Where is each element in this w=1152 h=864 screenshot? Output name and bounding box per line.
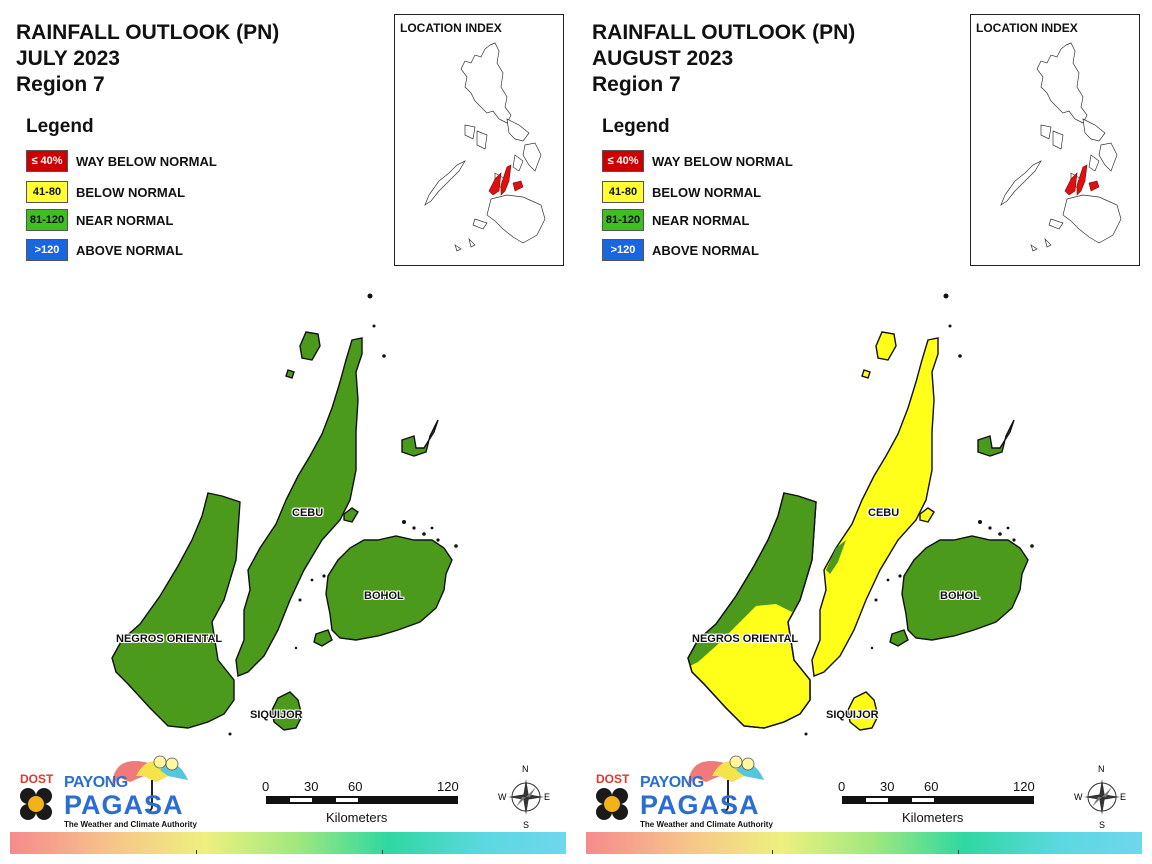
label-cebu: CEBU: [292, 507, 324, 519]
siquijor-shape: [847, 691, 879, 731]
region-7-map: [111, 293, 458, 736]
legend-swatch: 41-80: [602, 181, 644, 203]
scale-tick-120: 120: [437, 779, 459, 794]
logo-tagline: The Weather and Climate Authority: [640, 820, 773, 829]
cebu-shape: [811, 337, 939, 677]
negros-oriental-shape: [111, 492, 241, 729]
legend-swatch: ≤ 40%: [26, 150, 68, 172]
legend-label: BELOW NORMAL: [76, 185, 186, 200]
logo-tagline: The Weather and Climate Authority: [64, 820, 197, 829]
scale-unit: Kilometers: [326, 810, 388, 825]
legend-swatch: 81-120: [602, 209, 644, 231]
compass-w: W: [1074, 792, 1083, 802]
compass-rose-icon: N S E W: [498, 764, 550, 830]
umbrella-icon: [596, 755, 764, 820]
legend-label: NEAR NORMAL: [76, 213, 174, 228]
compass-n: N: [522, 764, 529, 774]
cebu-shape: [235, 337, 363, 677]
legend-label: WAY BELOW NORMAL: [76, 154, 217, 169]
legend-swatch: 81-120: [26, 209, 68, 231]
title-line-2: AUGUST 2023: [592, 47, 734, 70]
legend-label: BELOW NORMAL: [652, 185, 762, 200]
label-negros-oriental: NEGROS ORIENTAL: [116, 633, 223, 645]
legend-swatch: >120: [602, 239, 644, 261]
compass-n: N: [1098, 764, 1105, 774]
logo-pagasa: PAGASA: [640, 790, 760, 820]
panel-title: RAINFALL OUTLOOK (PN) JULY 2023 Region 7: [16, 20, 279, 98]
logo-payong: PAYONG: [64, 774, 128, 791]
legend-label: ABOVE NORMAL: [76, 243, 183, 258]
label-siquijor: SIQUIJOR: [826, 709, 879, 721]
compass-e: E: [1120, 792, 1127, 802]
panel-title: RAINFALL OUTLOOK (PN) AUGUST 2023 Region…: [592, 20, 855, 98]
logo-pagasa: PAGASA: [64, 790, 184, 820]
scale-bar: [842, 796, 1034, 804]
location-index-title: LOCATION INDEX: [976, 21, 1078, 35]
legend-label: WAY BELOW NORMAL: [652, 154, 793, 169]
pagasa-logo: DOST PAYONG PAGASA The Weather and Clima…: [16, 740, 216, 832]
location-index-map: LOCATION INDEX: [970, 14, 1140, 266]
label-negros-oriental: NEGROS ORIENTAL: [692, 633, 799, 645]
compass-rose-icon: N S E W: [1074, 764, 1126, 830]
bohol-shape: [325, 535, 453, 641]
siquijor-shape: [271, 691, 303, 731]
title-line-1: RAINFALL OUTLOOK (PN): [16, 21, 280, 44]
location-index-map: LOCATION INDEX: [394, 14, 564, 266]
legend-label: NEAR NORMAL: [652, 213, 750, 228]
title-line-2: JULY 2023: [16, 47, 120, 70]
logo-dost: DOST: [20, 772, 54, 786]
scale-bar: [266, 796, 458, 804]
legend-title: Legend: [26, 116, 94, 137]
compass-s: S: [1099, 820, 1106, 830]
legend-swatch: >120: [26, 239, 68, 261]
scale-tick-60: 60: [348, 779, 363, 794]
bohol-shape: [901, 535, 1029, 641]
compass-e: E: [544, 792, 551, 802]
footer-gradient-bar: [586, 832, 1142, 854]
july-panel: RAINFALL OUTLOOK (PN) JULY 2023 Region 7…: [10, 14, 566, 854]
footer-gradient-bar: [10, 832, 566, 854]
philippines-outline-map: [424, 42, 546, 252]
scale-tick-30: 30: [880, 779, 895, 794]
title-line-3: Region 7: [592, 73, 681, 96]
scale-tick-0: 0: [838, 779, 846, 794]
philippines-outline-map: [1000, 42, 1122, 252]
scale-unit: Kilometers: [902, 810, 964, 825]
title-line-3: Region 7: [16, 73, 105, 96]
location-index-title: LOCATION INDEX: [400, 21, 502, 35]
region-7-map: [687, 293, 1034, 736]
pagasa-logo: DOST PAYONG PAGASA The Weather and Clima…: [592, 740, 792, 832]
legend-label: ABOVE NORMAL: [652, 243, 759, 258]
compass-s: S: [523, 820, 530, 830]
logo-dost: DOST: [596, 772, 630, 786]
legend-swatch: 41-80: [26, 181, 68, 203]
august-panel: RAINFALL OUTLOOK (PN) AUGUST 2023 Region…: [576, 0, 1152, 864]
scale-tick-30: 30: [304, 779, 319, 794]
umbrella-icon: [20, 755, 188, 820]
label-cebu: CEBU: [868, 507, 900, 519]
title-line-1: RAINFALL OUTLOOK (PN): [592, 21, 856, 44]
legend-swatch: ≤ 40%: [602, 150, 644, 172]
label-bohol: BOHOL: [940, 590, 980, 602]
legend-title: Legend: [602, 116, 670, 137]
compass-w: W: [498, 792, 507, 802]
negros-north-green: [688, 493, 816, 666]
scale-tick-60: 60: [924, 779, 939, 794]
label-siquijor: SIQUIJOR: [250, 709, 303, 721]
scale-tick-120: 120: [1013, 779, 1035, 794]
scale-tick-0: 0: [262, 779, 270, 794]
logo-payong: PAYONG: [640, 774, 704, 791]
label-bohol: BOHOL: [364, 590, 404, 602]
